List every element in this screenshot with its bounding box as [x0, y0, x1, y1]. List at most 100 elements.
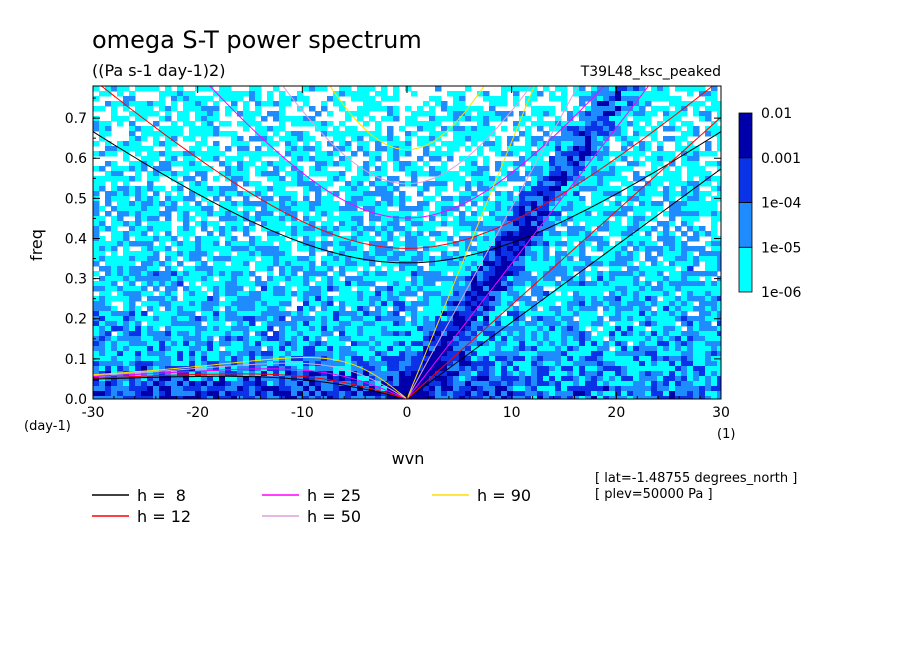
heat-cell [591, 141, 598, 147]
heat-cell [447, 366, 454, 372]
heat-cell [387, 331, 394, 337]
heat-cell [585, 231, 592, 237]
heat-cell [249, 91, 256, 97]
heat-cell [495, 96, 502, 102]
heat-cell [525, 281, 532, 287]
heat-cell [291, 141, 298, 147]
heat-cell [543, 161, 550, 167]
heat-cell [159, 246, 166, 252]
heat-cell [537, 256, 544, 262]
heat-cell [225, 301, 232, 307]
heat-cell [459, 126, 466, 132]
heat-cell [213, 361, 220, 367]
heat-cell [537, 351, 544, 357]
heat-cell [435, 96, 442, 102]
heat-cell [315, 376, 322, 382]
heat-cell [375, 361, 382, 367]
heat-cell [459, 316, 466, 322]
heat-cell [627, 151, 634, 157]
heat-cell [171, 251, 178, 257]
heat-cell [579, 216, 586, 222]
heat-cell [375, 246, 382, 252]
heat-cell [363, 286, 370, 292]
heat-cell [273, 101, 280, 107]
heat-cell [309, 171, 316, 177]
heat-cell [609, 351, 616, 357]
heat-cell [717, 341, 721, 347]
heat-cell [501, 356, 508, 362]
heat-cell [435, 116, 442, 122]
heat-cell [639, 366, 646, 372]
heat-cell [357, 231, 364, 237]
heat-cell [177, 346, 184, 352]
heat-cell [315, 166, 322, 172]
heat-cell [243, 336, 250, 342]
heat-cell [525, 311, 532, 317]
heat-cell [639, 281, 646, 287]
heat-cell [489, 311, 496, 317]
heat-cell [141, 276, 148, 282]
heat-cell [147, 356, 154, 362]
heat-cell [681, 301, 688, 307]
heat-cell [327, 181, 334, 187]
heat-cell [219, 201, 226, 207]
heat-cell [429, 371, 436, 377]
heat-cell [615, 211, 622, 217]
heat-cell [93, 231, 100, 237]
heat-cell [393, 246, 400, 252]
heat-cell [555, 326, 562, 332]
heat-cell [615, 176, 622, 182]
heat-cell [309, 271, 316, 277]
heat-cell [435, 261, 442, 267]
heat-cell [369, 101, 376, 107]
heat-cell [681, 151, 688, 157]
heat-cell [471, 246, 478, 252]
heat-cell [273, 331, 280, 337]
heat-cell [399, 251, 406, 257]
heat-cell [633, 361, 640, 367]
heat-cell [645, 346, 652, 352]
heat-cell [411, 281, 418, 287]
heat-cell [501, 301, 508, 307]
heat-cell [705, 181, 712, 187]
heat-cell [105, 271, 112, 277]
heat-cell [459, 286, 466, 292]
heat-cell [345, 196, 352, 202]
heat-cell [243, 211, 250, 217]
heat-cell [663, 151, 670, 157]
heat-cell [429, 346, 436, 352]
heat-cell [123, 311, 130, 317]
heat-cell [483, 206, 490, 212]
heat-cell [315, 146, 322, 152]
heat-cell [441, 326, 448, 332]
heat-cell [351, 181, 358, 187]
heat-cell [645, 206, 652, 212]
heat-cell [225, 236, 232, 242]
heat-cell [267, 341, 274, 347]
heat-cell [201, 226, 208, 232]
heat-cell [555, 351, 562, 357]
heat-cell [507, 361, 514, 367]
heat-cell [693, 166, 700, 172]
heat-cell [699, 151, 706, 157]
heat-cell [321, 316, 328, 322]
heat-cell [111, 166, 118, 172]
heat-cell [543, 346, 550, 352]
heat-cell [669, 176, 676, 182]
heat-cell [147, 366, 154, 372]
heat-cell [123, 276, 130, 282]
heat-cell [525, 356, 532, 362]
heat-cell [303, 231, 310, 237]
heat-cell [297, 341, 304, 347]
heat-cell [549, 211, 556, 217]
heat-cell [411, 271, 418, 277]
heat-cell [699, 356, 706, 362]
heat-cell [339, 356, 346, 362]
heat-cell [609, 266, 616, 272]
heat-cell [603, 206, 610, 212]
heat-cell [621, 281, 628, 287]
heat-cell [147, 196, 154, 202]
heat-cell [561, 166, 568, 172]
heat-cell [585, 91, 592, 97]
heat-cell [243, 256, 250, 262]
